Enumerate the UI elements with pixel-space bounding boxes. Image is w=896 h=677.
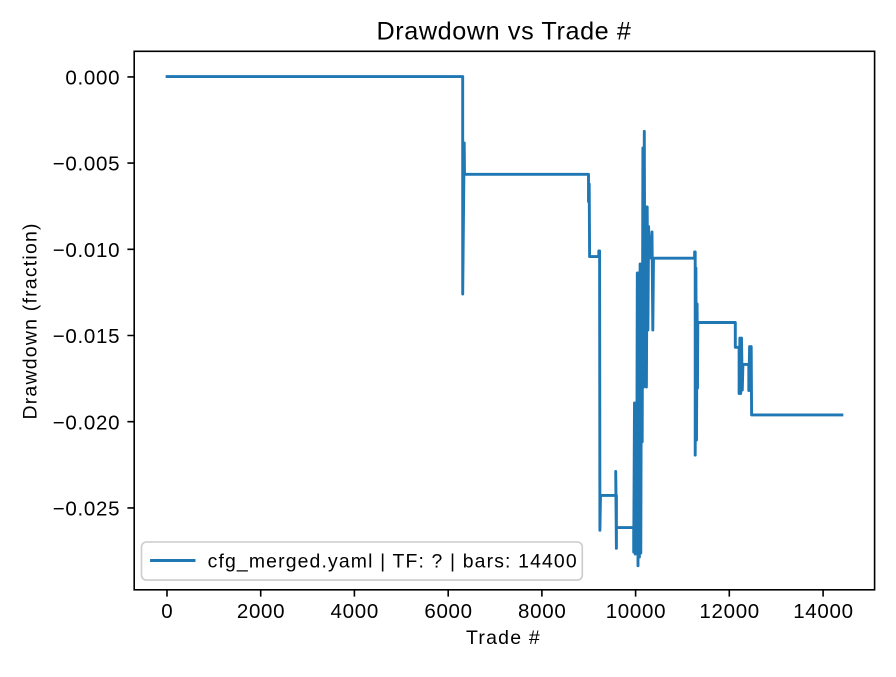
svg-text:6000: 6000 — [424, 600, 472, 623]
svg-text:Drawdown vs Trade #: Drawdown vs Trade # — [377, 18, 632, 46]
svg-text:Trade #: Trade # — [466, 627, 541, 649]
svg-text:14000: 14000 — [793, 600, 854, 623]
svg-text:0: 0 — [161, 600, 173, 623]
svg-text:12000: 12000 — [699, 600, 760, 623]
svg-text:0.000: 0.000 — [65, 67, 120, 90]
svg-text:4000: 4000 — [331, 600, 379, 623]
svg-text:−0.005: −0.005 — [53, 153, 120, 176]
svg-text:Drawdown (fraction): Drawdown (fraction) — [20, 222, 42, 419]
svg-text:−0.020: −0.020 — [53, 411, 120, 434]
svg-text:cfg_merged.yaml | TF: ? | bars: cfg_merged.yaml | TF: ? | bars: 14400 — [208, 551, 578, 573]
svg-text:8000: 8000 — [518, 600, 566, 623]
svg-text:−0.015: −0.015 — [53, 325, 120, 348]
svg-text:10000: 10000 — [606, 600, 667, 623]
svg-text:−0.025: −0.025 — [53, 498, 120, 521]
svg-text:−0.010: −0.010 — [53, 239, 120, 262]
svg-text:2000: 2000 — [237, 600, 285, 623]
